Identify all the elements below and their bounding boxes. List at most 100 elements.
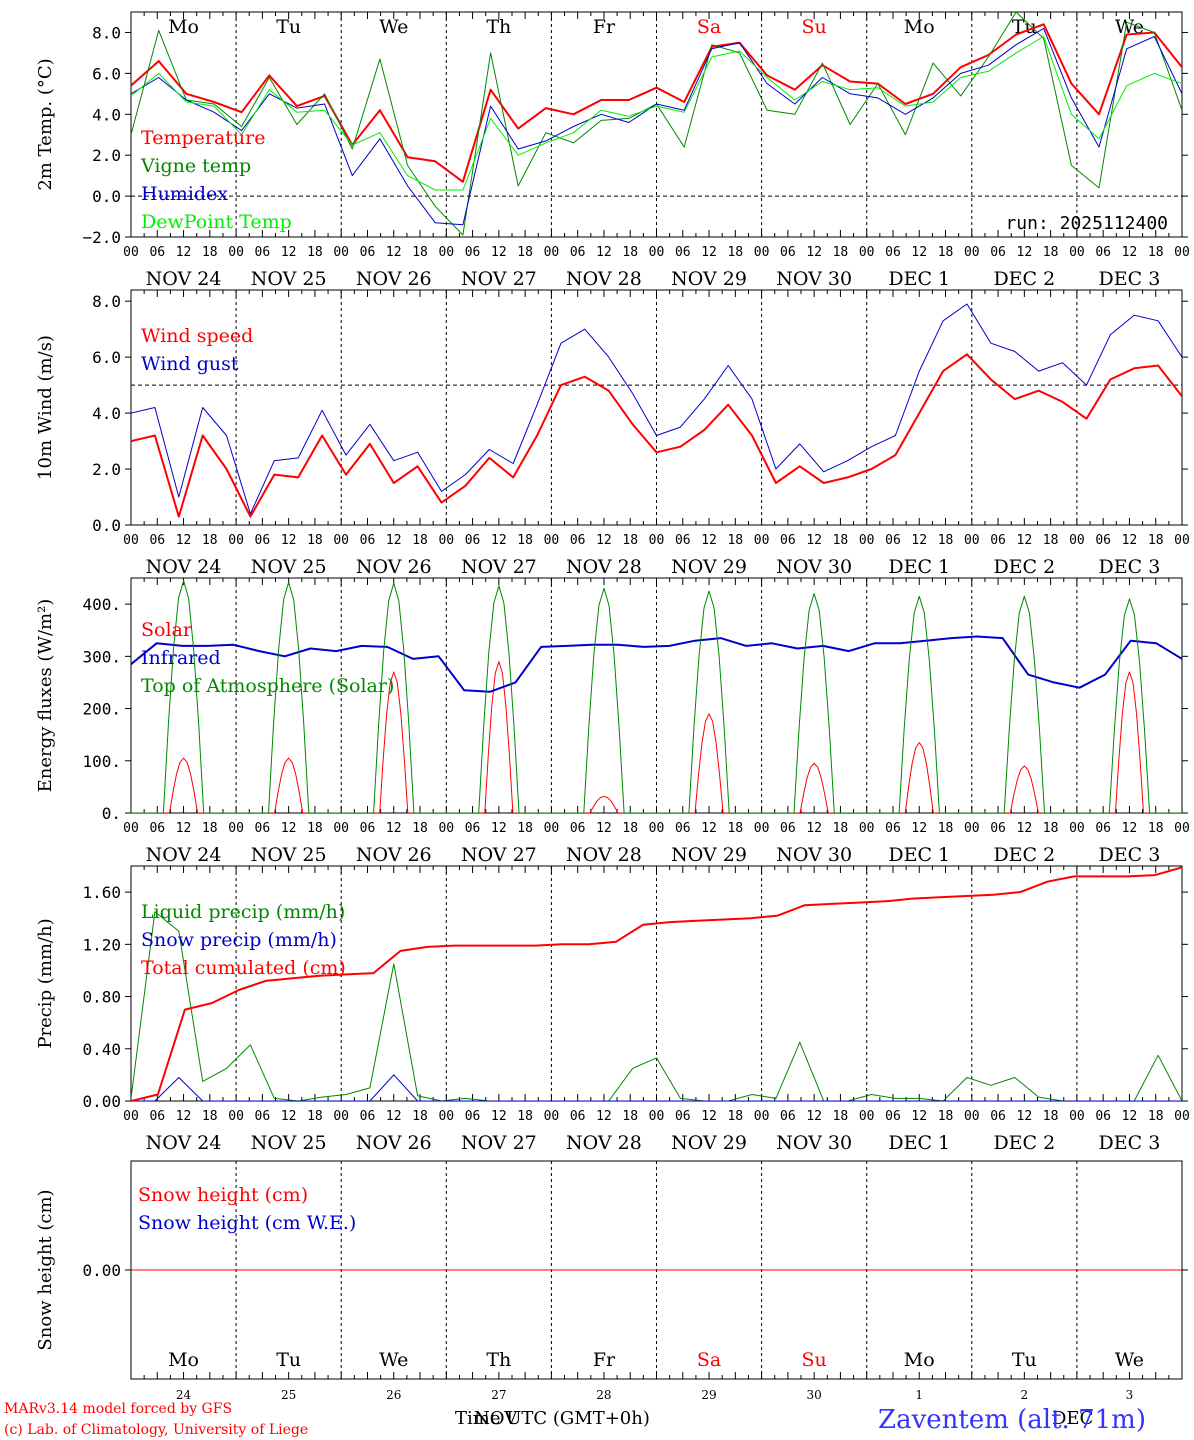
weekday-label: Tu	[1012, 16, 1037, 38]
hour-tick-label: 12	[1017, 533, 1033, 548]
hour-tick-label: 18	[938, 245, 954, 260]
date-label: NOV 28	[566, 1132, 642, 1154]
weekday-label: We	[1115, 16, 1144, 38]
hour-tick-label: 12	[281, 821, 297, 836]
hour-tick-label: 12	[281, 533, 297, 548]
series-line	[131, 580, 1182, 813]
weekday-label: Mo	[168, 1349, 199, 1371]
hour-tick-label: 06	[149, 1109, 165, 1124]
weekday-label: Th	[486, 1349, 511, 1371]
hour-tick-label: 00	[1069, 245, 1085, 260]
hour-tick-label: 12	[701, 245, 717, 260]
y-tick-label: 0.	[102, 804, 121, 823]
hour-tick-label: 12	[491, 245, 507, 260]
hour-tick-label: 18	[1148, 533, 1164, 548]
y-tick-label: 100.	[82, 752, 121, 771]
hour-tick-label: 06	[885, 245, 901, 260]
date-label: NOV 29	[671, 844, 747, 866]
day-number-label: 26	[386, 1388, 401, 1402]
hour-tick-label: 12	[596, 1109, 612, 1124]
hour-tick-label: 18	[1148, 821, 1164, 836]
weekday-label: Mo	[904, 16, 935, 38]
date-label: NOV 26	[356, 844, 432, 866]
y-tick-label: 6.0	[92, 64, 121, 83]
y-tick-label: 0.80	[82, 988, 121, 1007]
hour-tick-label: 12	[701, 1109, 717, 1124]
hour-tick-label: 06	[885, 821, 901, 836]
legend-entry: Vigne temp	[140, 155, 251, 177]
hour-tick-label: 00	[228, 1109, 244, 1124]
date-label: NOV 24	[146, 844, 222, 866]
date-label: NOV 28	[566, 556, 642, 578]
hour-tick-label: 18	[202, 245, 218, 260]
hour-tick-label: 00	[1174, 1109, 1190, 1124]
hour-tick-label: 18	[622, 245, 638, 260]
credit-line-1: MARv3.14 model forced by GFS	[4, 1401, 232, 1417]
hour-tick-label: 12	[1017, 821, 1033, 836]
date-label: NOV 27	[461, 844, 537, 866]
date-label: DEC 2	[993, 556, 1055, 578]
hour-tick-label: 00	[754, 1109, 770, 1124]
y-tick-label: 300.	[82, 647, 121, 666]
series-line	[131, 911, 1182, 1101]
panel-1: −2.0 0.0 2.0 4.0 6.0 8.0 2m Temp. (°C) Mo Tu We Th…	[35, 11, 1190, 290]
legend-entry: Wind speed	[141, 325, 253, 347]
hour-tick-label: 06	[255, 533, 271, 548]
date-label: NOV 25	[251, 844, 327, 866]
hour-tick-label: 00	[649, 821, 665, 836]
hour-tick-label: 18	[938, 821, 954, 836]
hour-tick-label: 18	[1043, 821, 1059, 836]
date-label: DEC 1	[888, 556, 950, 578]
hour-tick-label: 06	[255, 1109, 271, 1124]
hour-tick-label: 00	[228, 821, 244, 836]
legend-entry: Snow precip (mm/h)	[141, 929, 337, 951]
hour-tick-label: 12	[806, 1109, 822, 1124]
hour-tick-label: 06	[570, 821, 586, 836]
date-label: NOV 24	[146, 268, 222, 290]
hour-tick-label: 00	[333, 533, 349, 548]
hour-tick-label: 00	[333, 245, 349, 260]
y-tick-label: −2.0	[82, 228, 121, 247]
day-number-label: 3	[1126, 1388, 1134, 1402]
hour-tick-label: 06	[1095, 245, 1111, 260]
hour-tick-label: 18	[412, 533, 428, 548]
hour-tick-label: 12	[701, 533, 717, 548]
y-tick-label: 400.	[82, 595, 121, 614]
hour-tick-label: 12	[806, 821, 822, 836]
hour-tick-label: 18	[517, 1109, 533, 1124]
panel-4: 0.00 0.40 0.80 1.20 1.60 Precip (mm/h) Liquid …	[35, 865, 1190, 1154]
hour-tick-label: 12	[386, 821, 402, 836]
hour-tick-label: 06	[780, 821, 796, 836]
legend-entry: DewPoint Temp	[141, 211, 292, 233]
legend-entry: Humidex	[141, 183, 228, 205]
hour-tick-label: 06	[990, 245, 1006, 260]
x-axis-overprint-label: NOV	[474, 1408, 518, 1429]
day-number-label: 28	[596, 1388, 611, 1402]
date-label: DEC 1	[888, 1132, 950, 1154]
panel-2: 0.0 2.0 4.0 6.0 8.0 10m Wind (m/s) Wind speed W…	[35, 289, 1190, 578]
hour-tick-label: 12	[386, 533, 402, 548]
hour-tick-label: 00	[649, 1109, 665, 1124]
footer: MARv3.14 model forced by GFS (c) Lab. of…	[4, 1401, 1146, 1438]
hour-tick-label: 00	[1069, 821, 1085, 836]
date-label: NOV 27	[461, 268, 537, 290]
hour-tick-label: 06	[780, 245, 796, 260]
y-tick-label: 4.0	[92, 404, 121, 423]
hour-tick-label: 06	[570, 1109, 586, 1124]
hour-tick-label: 12	[1017, 1109, 1033, 1124]
date-label: NOV 26	[356, 556, 432, 578]
y-axis-label: 2m Temp. (°C)	[35, 58, 56, 190]
y-tick-label: 4.0	[92, 105, 121, 124]
station-label: Zaventem (alt. 71m)	[878, 1405, 1146, 1435]
date-label: DEC 3	[1099, 268, 1161, 290]
hour-tick-label: 06	[255, 245, 271, 260]
date-label: NOV 25	[251, 1132, 327, 1154]
series-group	[131, 12, 1182, 236]
hour-tick-label: 00	[544, 533, 560, 548]
hour-tick-label: 12	[386, 1109, 402, 1124]
hour-tick-label: 18	[938, 533, 954, 548]
hour-tick-label: 18	[307, 821, 323, 836]
x-axis-overprint-label-right: DEC	[1052, 1408, 1093, 1429]
date-label: DEC 2	[993, 268, 1055, 290]
hour-tick-label: 12	[911, 821, 927, 836]
